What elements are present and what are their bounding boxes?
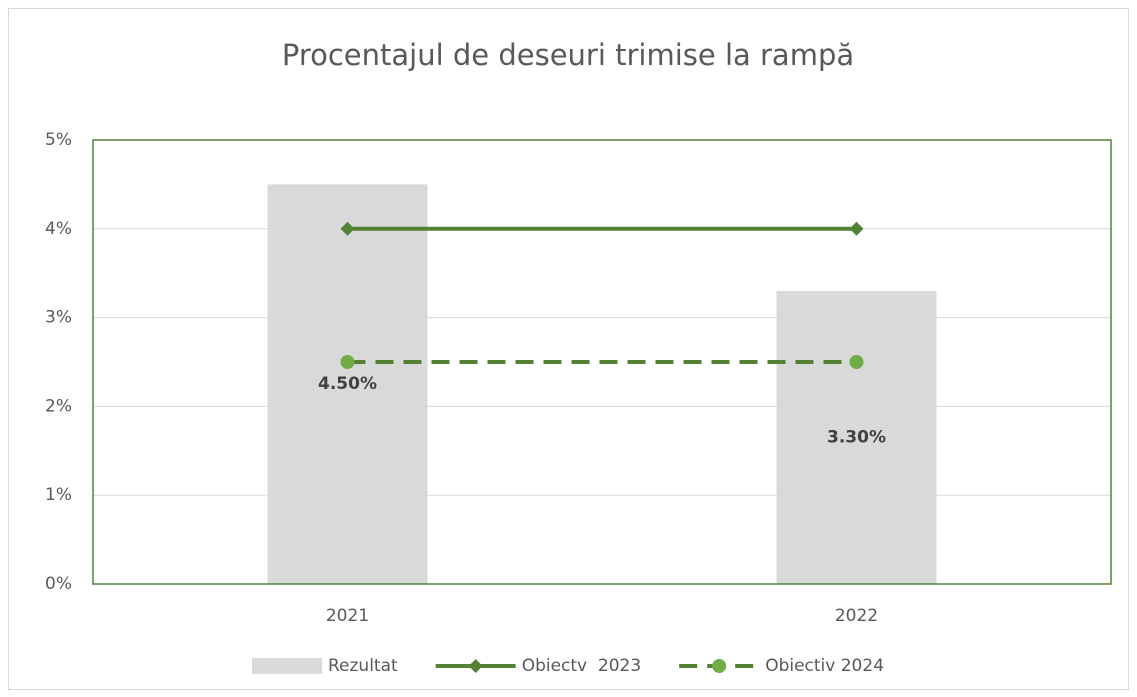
x-tick-label: 2022: [835, 606, 878, 626]
y-tick-label: 1%: [45, 485, 72, 505]
legend-marker: [468, 659, 483, 673]
legend-label: Obiectv 2023: [522, 656, 642, 676]
chart-border: [8, 8, 1129, 690]
bar: [267, 184, 428, 584]
legend-label: Obiectiv 2024: [765, 656, 884, 676]
plot-border: [92, 139, 1112, 585]
y-tick-label: 0%: [45, 574, 72, 594]
legend-swatch: [252, 658, 322, 674]
legend-label: Rezultat: [328, 656, 398, 676]
line-marker: [849, 221, 864, 236]
chart-title: Procentajul de deseuri trimise la rampă: [282, 38, 854, 72]
data-label: 4.50%: [318, 374, 377, 394]
x-tick-label: 2021: [326, 606, 369, 626]
line-marker: [340, 355, 355, 369]
y-tick-label: 4%: [45, 219, 72, 239]
data-label: 3.30%: [827, 427, 886, 447]
legend-marker: [712, 659, 727, 673]
line-marker: [849, 355, 864, 369]
y-tick-label: 5%: [45, 130, 72, 150]
y-tick-label: 3%: [45, 308, 72, 328]
y-tick-label: 2%: [45, 396, 72, 416]
bar: [776, 290, 937, 584]
line-marker: [340, 221, 355, 236]
